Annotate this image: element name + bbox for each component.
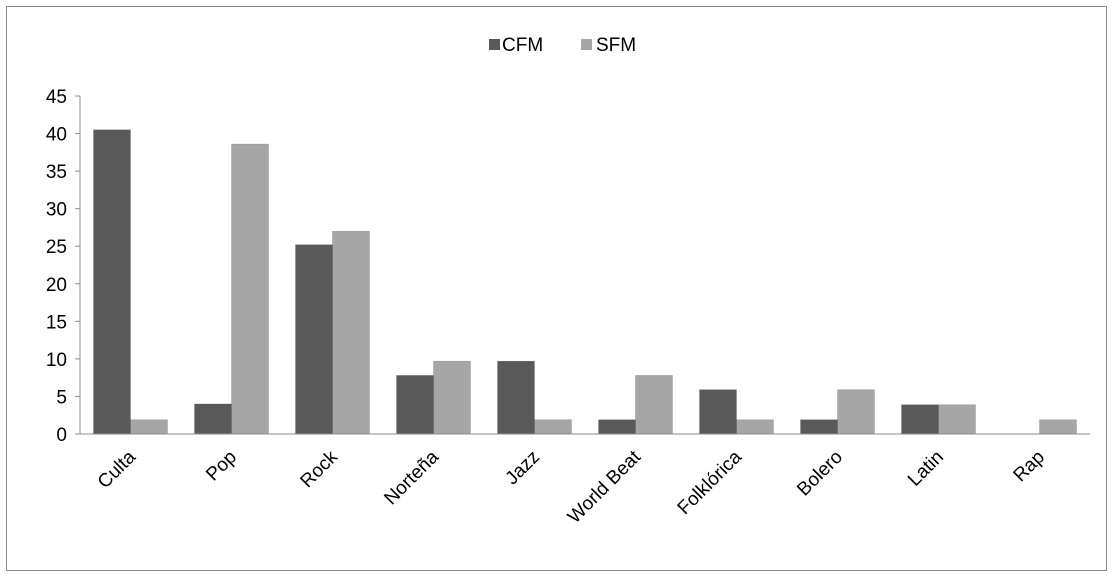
legend-swatch-sfm	[581, 39, 592, 50]
x-category-label: Bolero	[793, 447, 847, 501]
legend-label-sfm: SFM	[596, 35, 636, 56]
bar-cfm-6	[598, 419, 636, 435]
y-tick-label: 45	[46, 87, 67, 108]
bars	[93, 129, 1077, 435]
x-category-label: Latin	[904, 447, 948, 491]
bar-sfm-4	[433, 360, 471, 435]
bar-sfm-9	[938, 404, 976, 435]
legend: CFM SFM	[489, 35, 636, 56]
bar-cfm-4	[396, 375, 434, 435]
bar-sfm-3	[332, 230, 370, 435]
y-tick-label: 20	[46, 275, 67, 296]
bar-cfm-5	[497, 360, 535, 435]
x-category-label: Pop	[202, 447, 241, 486]
bar-sfm-1	[130, 419, 168, 435]
x-category-label: Jazz	[502, 447, 544, 489]
bar-sfm-8	[837, 389, 875, 435]
bar-cfm-1	[93, 129, 131, 435]
y-tick-label: 40	[46, 125, 67, 146]
bar-cfm-3	[295, 244, 333, 435]
bar-cfm-9	[901, 404, 939, 435]
x-category-label: World Beat	[564, 446, 646, 528]
bar-sfm-7	[736, 419, 774, 435]
y-tick-label: 35	[46, 162, 67, 183]
bar-cfm-7	[699, 389, 737, 435]
bar-sfm-5	[534, 419, 572, 435]
x-category-label: Folklórica	[674, 446, 747, 519]
bar-sfm-6	[635, 375, 673, 435]
x-axis: Culta Pop Rock Norteña Jazz World Beat Folklór…	[80, 433, 1090, 528]
y-tick-label: 10	[46, 350, 67, 371]
y-tick-label: 5	[56, 387, 67, 408]
bar-cfm-2	[194, 403, 232, 435]
bar-cfm-8	[800, 419, 838, 435]
bar-sfm-2	[231, 143, 269, 435]
y-tick-label: 15	[46, 312, 67, 333]
y-axis: 0 5 10 15 20 25 30 35 40 45	[46, 87, 81, 446]
y-tick-label: 25	[46, 237, 67, 258]
x-category-label: Rap	[1010, 447, 1049, 486]
y-tick-label: 30	[46, 200, 67, 221]
x-category-label: Culta	[94, 446, 141, 493]
chart-area	[6, 6, 1107, 571]
bar-sfm-10	[1039, 419, 1077, 435]
y-tick-label: 0	[56, 425, 67, 446]
x-category-label: Norteña	[380, 446, 443, 509]
x-category-label: Rock	[297, 446, 343, 492]
legend-label-cfm: CFM	[502, 35, 543, 56]
legend-swatch-cfm	[489, 39, 500, 50]
